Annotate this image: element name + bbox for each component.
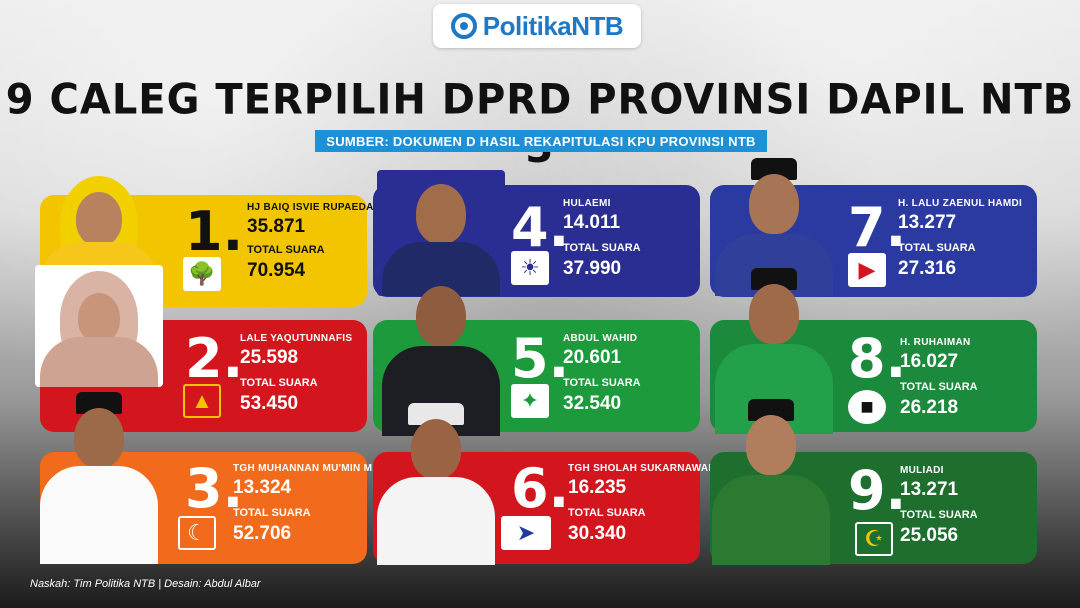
party-total-votes: 53.450 (240, 393, 299, 414)
total-label: TOTAL SUARA (900, 381, 978, 393)
brand-logo: PolitikaNTB (433, 4, 641, 48)
candidate-name: MULIADI (900, 465, 944, 476)
candidate-votes: 13.277 (898, 212, 957, 233)
credits-footer: Naskah: Tim Politika NTB | Desain: Abdul… (30, 578, 261, 590)
total-label: TOTAL SUARA (240, 377, 318, 389)
candidate-votes: 16.235 (568, 477, 627, 498)
candidate-name: TGH SHOLAH SUKARNAWADI (568, 463, 720, 474)
total-label: TOTAL SUARA (247, 244, 325, 256)
candidate-votes: 13.271 (900, 479, 959, 500)
candidate-votes: 13.324 (233, 477, 292, 498)
candidate-votes: 20.601 (563, 347, 622, 368)
candidate-name: TGH MUHANNAN MU'MIN M. (233, 463, 376, 474)
party-total-votes: 37.990 (563, 258, 622, 279)
candidate-photo-2 (35, 265, 163, 387)
candidate-votes: 35.871 (247, 216, 306, 237)
signal-icon (450, 13, 477, 39)
party-total-votes: 70.954 (247, 260, 306, 281)
rank-number: 9. (848, 459, 907, 522)
total-label: TOTAL SUARA (563, 377, 641, 389)
candidate-name: LALE YAQUTUNNAFIS (240, 333, 353, 344)
party-total-votes: 52.706 (233, 523, 292, 544)
candidate-photo-9 (707, 395, 835, 565)
sun-icon: ☀ (511, 251, 549, 285)
garuda-head-icon: ▲ (183, 384, 221, 418)
triangle-star-icon: ▶ (848, 253, 886, 287)
candidate-name: HJ BAIQ ISVIE RUPAEDA (247, 202, 374, 213)
rank-number: 6. (511, 457, 570, 520)
rank-number: 8. (848, 327, 907, 390)
candidate-name: ABDUL WAHID (563, 333, 638, 344)
candidate-photo-6 (372, 395, 500, 565)
bird-wing-icon: ➤ (501, 516, 551, 550)
globe-stars-icon: ✦ (511, 384, 549, 418)
candidate-votes: 14.011 (563, 212, 621, 233)
kaaba-icon: ■ (848, 390, 886, 424)
party-total-votes: 30.340 (568, 523, 627, 544)
party-total-votes: 25.056 (900, 525, 959, 546)
total-label: TOTAL SUARA (568, 507, 646, 519)
page-title: 9 CALEG TERPILIH DPRD PROVINSI DAPIL NTB… (5, 75, 1075, 173)
rank-number: 3. (185, 457, 244, 520)
candidate-photo-5 (377, 268, 505, 436)
rank-number: 2. (185, 327, 244, 390)
party-total-votes: 27.316 (898, 258, 957, 279)
candidate-photo-8 (710, 262, 838, 434)
crescent-star-icon: ☪ (855, 522, 893, 556)
candidate-votes: 25.598 (240, 347, 299, 368)
candidate-photo-3 (35, 388, 163, 564)
candidate-name: H. LALU ZAENUL HAMDI (898, 198, 1023, 209)
rank-number: 7. (848, 196, 907, 259)
total-label: TOTAL SUARA (900, 509, 978, 521)
candidate-photo-7 (710, 150, 838, 296)
total-label: TOTAL SUARA (233, 507, 311, 519)
candidate-name: HULAEMI (563, 198, 611, 209)
rank-number: 5. (511, 327, 570, 390)
party-total-votes: 32.540 (563, 393, 622, 414)
rank-number: 4. (511, 196, 570, 259)
candidate-votes: 16.027 (900, 351, 959, 372)
rank-number: 1. (185, 200, 244, 263)
total-label: TOTAL SUARA (563, 242, 641, 254)
source-banner: SUMBER: DOKUMEN D HASIL REKAPITULASI KPU… (315, 130, 767, 152)
party-total-votes: 26.218 (900, 397, 959, 418)
crescent-shield-icon: ☾ (178, 516, 216, 550)
total-label: TOTAL SUARA (898, 242, 976, 254)
brand-name: PolitikaNTB (482, 10, 624, 41)
beringin-tree-icon: 🌳 (183, 257, 221, 291)
candidate-name: H. RUHAIMAN (900, 337, 971, 348)
